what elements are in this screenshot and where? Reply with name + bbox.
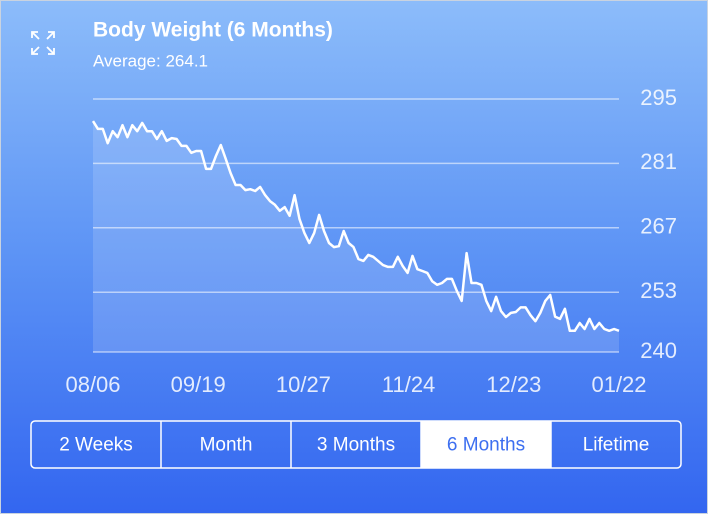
x-tick-label: 01/22 (591, 372, 646, 397)
title: Body Weight (6 Months) (93, 19, 333, 42)
tab-selected[interactable] (421, 421, 551, 468)
x-tick-label: 09/19 (171, 372, 226, 397)
tab-label[interactable]: 2 Weeks (59, 435, 133, 456)
y-tick-label: 295 (640, 85, 677, 110)
x-tick-label: 11/24 (382, 372, 435, 397)
x-tick-label: 10/27 (276, 372, 331, 397)
area (93, 121, 619, 352)
x-tick-label: 08/06 (65, 372, 120, 397)
tab-bar (30, 420, 682, 469)
tab-label[interactable]: Month (200, 435, 253, 456)
x-tick-label: 12/23 (486, 372, 541, 397)
y-tick-label: 281 (640, 149, 677, 174)
tab-label[interactable]: 6 Months (447, 435, 525, 456)
y-tick-label: 253 (640, 278, 677, 303)
line (91, 120, 620, 333)
y-tick-label: 240 (640, 338, 677, 363)
tab-label[interactable]: Lifetime (583, 435, 650, 456)
expand-icon[interactable] (31, 31, 55, 55)
y-tick-label: 267 (640, 214, 677, 239)
subtitle: Average: 264.1 (93, 51, 208, 70)
tab-label[interactable]: 3 Months (317, 435, 395, 456)
